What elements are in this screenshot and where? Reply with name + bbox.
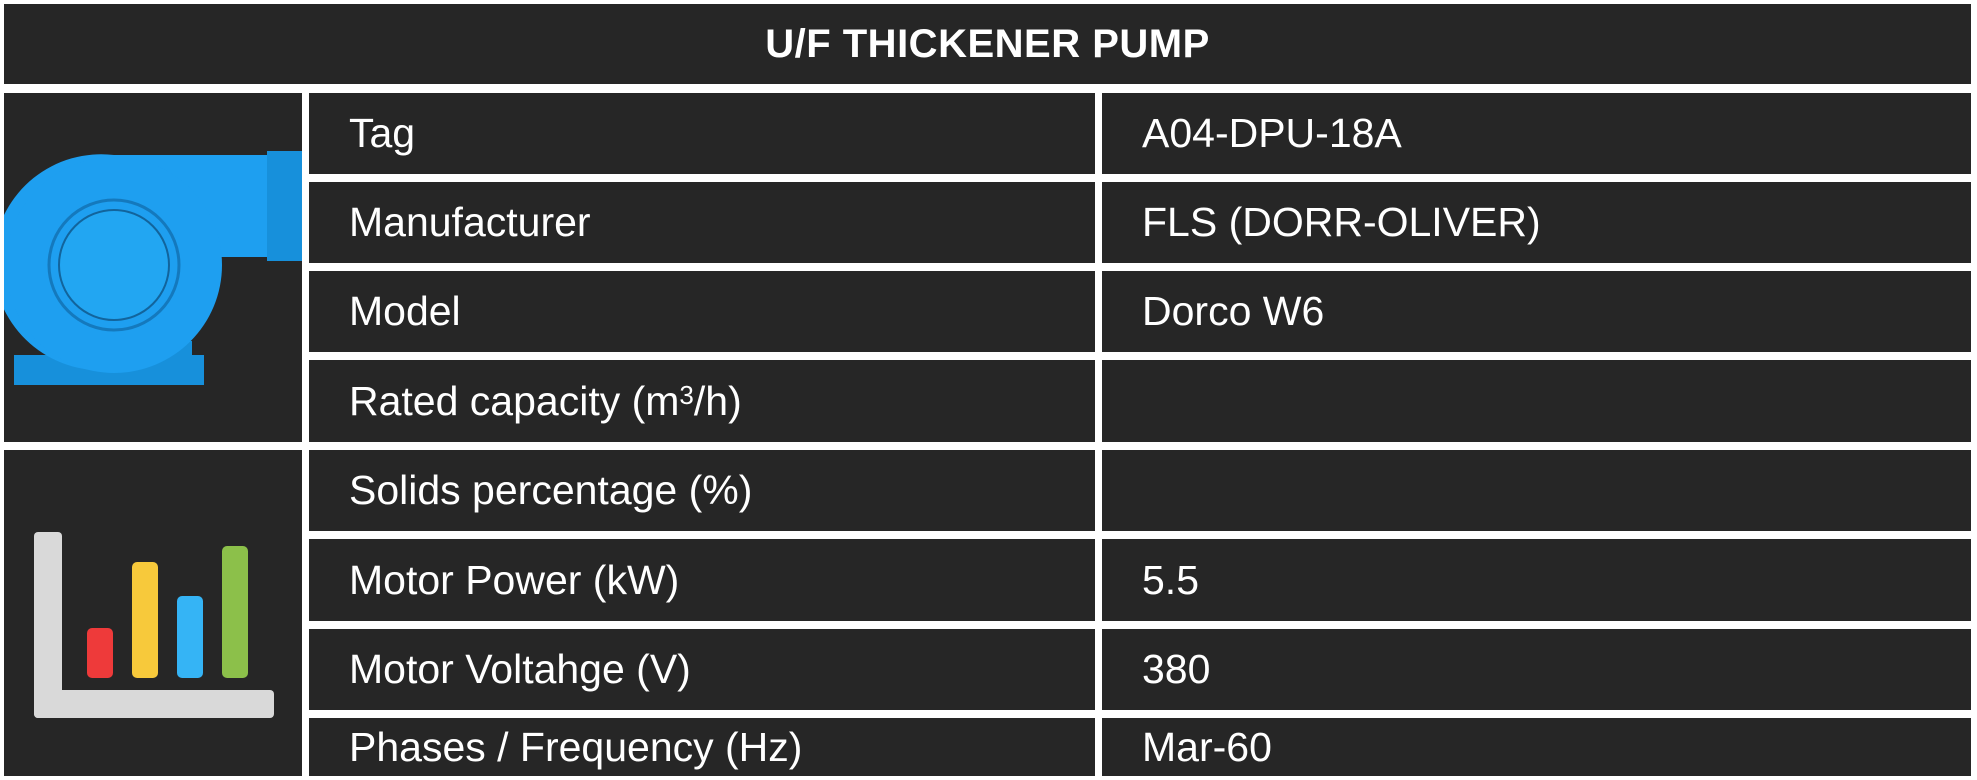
row-solids-percentage-value (1102, 450, 1971, 531)
rated-capacity-label-unit: /h) (693, 377, 742, 424)
row-tag-value: A04-DPU-18A (1102, 93, 1971, 174)
row-model-value: Dorco W6 (1102, 271, 1971, 352)
row-rated-capacity-value (1102, 360, 1971, 442)
row-manufacturer-value: FLS (DORR-OLIVER) (1102, 182, 1971, 263)
row-motor-voltage-value: 380 (1102, 629, 1971, 710)
chart-icon-cell (4, 450, 302, 776)
table-title: U/F THICKENER PUMP (4, 4, 1971, 84)
row-rated-capacity-label: Rated capacity (m 3/h) (309, 360, 1095, 442)
bar-chart-icon (34, 532, 274, 718)
row-tag-label: Tag (309, 93, 1095, 174)
row-phases-frequency-value: Mar-60 (1102, 718, 1971, 776)
row-motor-power-label: Motor Power (kW) (309, 539, 1095, 621)
rated-capacity-label-text: Rated capacity (m (349, 377, 680, 424)
centrifugal-pump-icon (4, 151, 302, 385)
row-motor-voltage-label: Motor Voltahge (V) (309, 629, 1095, 710)
row-motor-power-value: 5.5 (1102, 539, 1971, 621)
row-manufacturer-label: Manufacturer (309, 182, 1095, 263)
row-model-label: Model (309, 271, 1095, 352)
pump-icon-cell (4, 93, 302, 442)
row-phases-frequency-label: Phases / Frequency (Hz) (309, 718, 1095, 776)
row-solids-percentage-label: Solids percentage (%) (309, 450, 1095, 531)
